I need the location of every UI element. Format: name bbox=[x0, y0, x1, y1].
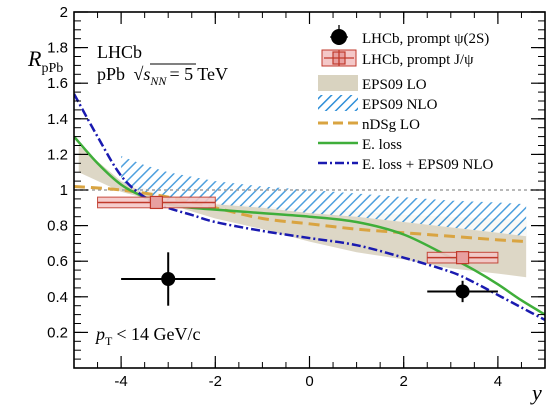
legend-entry-eps09-lo: EPS09 LO bbox=[318, 75, 427, 93]
x-axis-label: y bbox=[530, 380, 542, 405]
theory-curves bbox=[74, 93, 545, 322]
eloss-curve bbox=[74, 135, 545, 316]
legend-entry-ndsg-lo: nDSg LO bbox=[318, 117, 420, 133]
x-tick-label: -2 bbox=[209, 373, 222, 390]
pt-cut-label: pT < 14 GeV/c bbox=[94, 324, 200, 348]
y-tick-label: 2 bbox=[60, 4, 68, 21]
y-tick-label: 1.8 bbox=[47, 40, 68, 57]
legend-label-eps09-lo: EPS09 LO bbox=[362, 77, 427, 93]
legend: LHCb, prompt ψ(2S) LHCb, prompt J/ψ EPS0… bbox=[318, 25, 494, 173]
legend-label-eloss: E. loss bbox=[362, 137, 402, 153]
ndsg-lo-curve bbox=[74, 184, 527, 244]
psi2s-point-1 bbox=[427, 280, 498, 303]
jpsi-point-1 bbox=[426, 251, 499, 265]
legend-entry-eps09-nlo: EPS09 NLO bbox=[318, 95, 438, 113]
psi2s-marker bbox=[161, 272, 176, 286]
x-tick-label: 2 bbox=[400, 373, 408, 390]
experiment-label: LHCb bbox=[97, 42, 142, 62]
legend-label-ndsg-lo: nDSg LO bbox=[362, 117, 420, 133]
system-energy-label: pPb √sNN = 5 TeV bbox=[97, 64, 228, 88]
y-tick-label: 1 bbox=[60, 182, 68, 199]
y-tick-label: 0.8 bbox=[47, 218, 68, 235]
legend-label-jpsi: LHCb, prompt J/ψ bbox=[362, 52, 474, 68]
y-tick-label: 1.4 bbox=[47, 111, 68, 128]
y-tick-label: 1.6 bbox=[47, 75, 68, 92]
data-points bbox=[97, 195, 499, 306]
legend-entry-psi2s: LHCb, prompt ψ(2S) bbox=[330, 25, 489, 47]
jpsi-point-0 bbox=[97, 195, 216, 210]
psi2s-point-0 bbox=[121, 252, 216, 306]
eps09-nlo-band bbox=[121, 156, 527, 237]
y-axis-label: RpPb bbox=[27, 46, 63, 76]
theory-bands bbox=[78, 145, 527, 278]
x-tick-label: -4 bbox=[114, 373, 127, 390]
legend-entry-jpsi: LHCb, prompt J/ψ bbox=[321, 49, 474, 68]
y-tick-label: 0.4 bbox=[47, 289, 68, 306]
sqrt-symbol: √ bbox=[134, 64, 144, 84]
x-tick-label: 4 bbox=[494, 373, 502, 390]
jpsi-marker bbox=[149, 195, 164, 210]
y-tick-label: 0.2 bbox=[47, 324, 68, 341]
eloss-eps09-curve bbox=[74, 93, 545, 322]
y-tick-label: 0.6 bbox=[47, 253, 68, 270]
legend-entry-eloss: E. loss bbox=[318, 137, 402, 153]
jpsi-marker bbox=[455, 251, 470, 265]
legend-label-psi2s: LHCb, prompt ψ(2S) bbox=[362, 31, 489, 47]
legend-label-eloss-eps09: E. loss + EPS09 NLO bbox=[362, 157, 494, 173]
legend-label-eps09-nlo: EPS09 NLO bbox=[362, 97, 438, 113]
x-tick-label: 0 bbox=[305, 373, 313, 390]
psi2s-marker bbox=[455, 284, 470, 299]
legend-entry-eloss-eps09: E. loss + EPS09 NLO bbox=[318, 157, 494, 173]
axes: -4 -2 0 2 4 0.2 0.4 0.6 0.8 1 1.2 1.4 1.6 1.8 2 bbox=[47, 4, 546, 390]
y-tick-label: 1.2 bbox=[47, 146, 68, 163]
